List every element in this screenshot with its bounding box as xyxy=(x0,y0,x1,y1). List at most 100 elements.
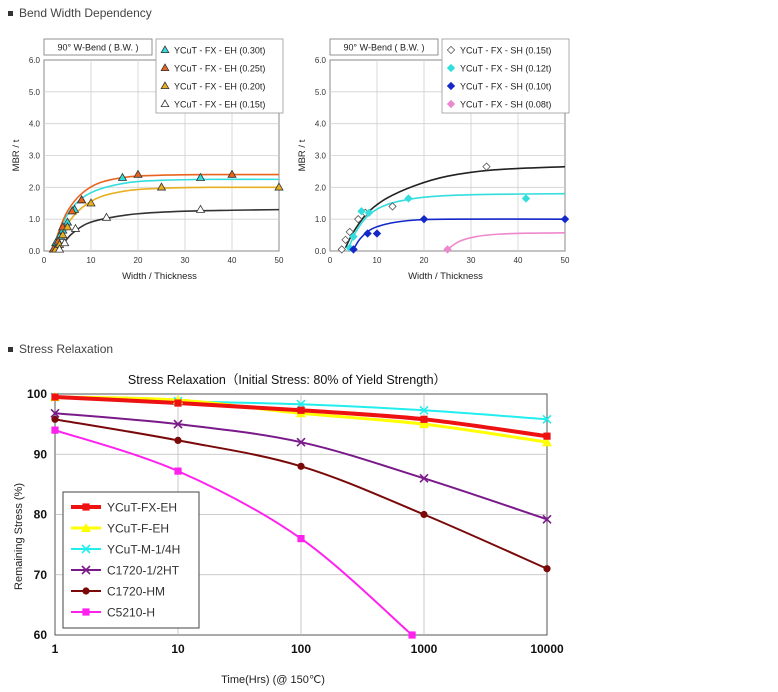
legend-label: YCuT - FX - SH (0.12t) xyxy=(460,64,551,74)
data-point xyxy=(76,195,87,204)
data-point xyxy=(542,437,552,447)
y-tick-label: 3.0 xyxy=(29,152,41,161)
series-curve xyxy=(447,232,565,251)
data-point xyxy=(101,212,112,221)
legend-label: YCuT-M-1/4H xyxy=(107,543,180,557)
legend-label: YCuT - FX - SH (0.08t) xyxy=(460,100,551,110)
y-tick-label: 0.0 xyxy=(315,247,327,256)
legend-marker xyxy=(81,523,91,532)
data-point xyxy=(174,467,182,475)
legend-marker xyxy=(81,544,91,554)
y-tick-label: 6.0 xyxy=(315,56,327,65)
data-point xyxy=(62,222,73,231)
y-tick-label: 3.0 xyxy=(315,152,327,161)
data-point xyxy=(173,419,183,429)
legend-marker xyxy=(82,608,90,616)
data-point xyxy=(560,215,570,224)
data-point xyxy=(297,535,305,543)
data-point xyxy=(296,437,306,447)
legend-marker xyxy=(160,99,170,107)
y-tick-label: 90 xyxy=(34,447,48,461)
data-point xyxy=(364,208,374,217)
data-point xyxy=(542,514,552,524)
data-point xyxy=(174,399,182,407)
y-tick-label: 80 xyxy=(34,508,48,522)
x-tick-label: 20 xyxy=(420,256,429,265)
bend-chart-sh: 0 10 20 30 40 50 0.0 1.0 2.0 3.0 4.0 5.0 6.0 Width / … xyxy=(297,38,570,282)
y-tick-label: 0.0 xyxy=(29,247,41,256)
data-point xyxy=(117,172,128,181)
legend: YCuT-FX-EH YCuT-F-EH YCuT-M-1/4H C1720-1/2H… xyxy=(62,491,200,629)
data-point xyxy=(70,223,81,232)
data-point xyxy=(404,194,413,203)
series-curve xyxy=(348,192,565,249)
data-point xyxy=(419,405,429,415)
data-point xyxy=(51,415,59,423)
legend: YCuT - FX - EH (0.30t) YCuT - FX - EH (0.… xyxy=(155,38,284,114)
legend-marker xyxy=(446,99,456,109)
x-tick-label: 20 xyxy=(134,256,143,265)
legend-box xyxy=(62,491,200,629)
x-axis-label: Width / Thickness xyxy=(408,271,483,282)
data-point xyxy=(420,510,428,519)
series-line xyxy=(55,429,413,635)
x-tick-label: 0 xyxy=(328,256,333,265)
data-point xyxy=(419,215,429,224)
legend-label: C1720-HM xyxy=(107,585,165,599)
data-point xyxy=(443,245,452,254)
data-point xyxy=(50,408,60,418)
y-tick-label: 1.0 xyxy=(29,215,41,224)
chart-title: Stress Relaxation（Initial Stress: 80% of… xyxy=(128,373,446,387)
data-point xyxy=(420,415,428,423)
data-point xyxy=(59,238,70,247)
fit-curves xyxy=(344,165,565,251)
data-point xyxy=(54,244,65,253)
data-point xyxy=(345,227,354,237)
legend-marker xyxy=(160,81,170,89)
legend-label: YCuT - FX - EH (0.30t) xyxy=(174,46,265,56)
legend-marker xyxy=(82,587,90,595)
stress-section-title: Stress Relaxation xyxy=(19,342,114,356)
legend-marker xyxy=(82,503,90,511)
data-point xyxy=(67,206,77,215)
condition-box: 90° W-Bend ( B.W. ) xyxy=(43,38,153,56)
data-point xyxy=(372,229,382,238)
x-tick-label: 100 xyxy=(291,642,311,656)
data-point xyxy=(354,215,363,224)
legend-label: YCuT-FX-EH xyxy=(107,501,177,515)
y-tick-label: 100 xyxy=(27,387,47,401)
stress-relaxation-chart: Stress Relaxation（Initial Stress: 80% of… xyxy=(13,373,564,686)
data-point xyxy=(133,169,143,178)
y-tick-label: 2.0 xyxy=(29,183,41,192)
x-tick-label: 10 xyxy=(373,256,382,265)
y-tick-label: 2.0 xyxy=(315,183,327,192)
x-axis-label: Time(Hrs) (@ 150℃) xyxy=(221,674,325,686)
y-axis-label: MBR / t xyxy=(11,139,22,171)
y-tick-label: 70 xyxy=(34,568,48,582)
data-point xyxy=(408,631,416,639)
bend-section-heading: Bend Width Dependency xyxy=(8,6,152,20)
data-points xyxy=(48,169,284,253)
legend-label: C1720-1/2HT xyxy=(107,564,180,578)
data-point xyxy=(297,406,305,414)
legend-marker xyxy=(446,63,456,73)
stress-section-heading: Stress Relaxation xyxy=(8,342,113,356)
legend: YCuT - FX - SH (0.15t) YCuT - FX - SH (0.… xyxy=(441,38,570,114)
y-tick-label: 4.0 xyxy=(315,120,327,129)
legend-label: YCuT - FX - EH (0.25t) xyxy=(174,64,265,74)
data-point xyxy=(195,204,206,213)
x-tick-label: 10 xyxy=(87,256,96,265)
legend-marker xyxy=(446,45,456,55)
data-points xyxy=(337,162,570,254)
legend-label: YCuT - FX - EH (0.20t) xyxy=(174,82,265,92)
x-tick-label: 1 xyxy=(52,642,59,656)
x-tick-label: 50 xyxy=(275,256,284,265)
data-points xyxy=(50,392,552,639)
data-point xyxy=(543,565,551,573)
data-point xyxy=(363,229,372,238)
data-point xyxy=(174,436,182,444)
condition-box: 90° W-Bend ( B.W. ) xyxy=(329,38,439,56)
data-point xyxy=(349,245,358,254)
series-curve xyxy=(352,218,565,250)
x-tick-label: 40 xyxy=(514,256,523,265)
